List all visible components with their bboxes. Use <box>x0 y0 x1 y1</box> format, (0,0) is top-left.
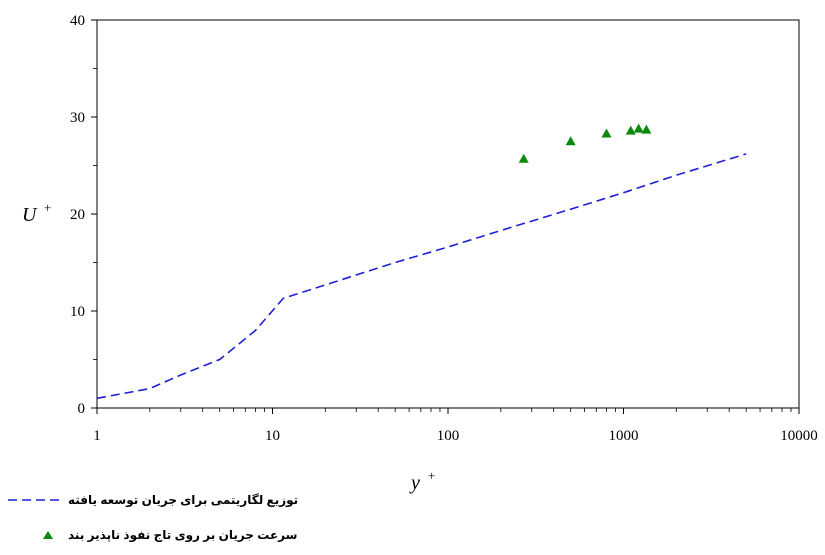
x-tick-label: 100 <box>437 428 460 444</box>
y-tick-label: 10 <box>70 304 85 320</box>
series-crest-velocity-point <box>565 136 576 146</box>
legend-label-crest-velocity: سرعت جریان بر روی تاج نفوذ ناپذیر بند <box>68 528 298 542</box>
legend-label-log-profile: توزیع لگاریتمی برای جریان توسعه یافته <box>68 493 299 507</box>
series-crest-velocity-point <box>518 153 529 163</box>
series-crest-velocity-point <box>601 128 612 138</box>
series-crest-velocity-point <box>633 123 644 133</box>
legend-triangle-icon <box>43 531 53 539</box>
series-log-profile-line <box>96 153 747 400</box>
x-minor-ticks <box>149 408 792 412</box>
x-axis: 1 10 100 1000 10000 <box>93 408 818 444</box>
x-axis-title-sup: + <box>428 468 435 483</box>
legend-item-log-profile: توزیع لگاریتمی برای جریان توسعه یافته <box>6 493 298 507</box>
legend-dashed-line-icon <box>8 499 60 501</box>
y-tick-label: 40 <box>70 13 85 29</box>
y-tick-label: 30 <box>70 110 85 126</box>
x-tick-label: 10000 <box>780 428 818 444</box>
y-tick-label: 20 <box>70 207 85 223</box>
y-tick-label: 0 <box>78 401 86 417</box>
y-axis-title: U <box>22 204 38 226</box>
legend-item-crest-velocity: سرعت جریان بر روی تاج نفوذ ناپذیر بند <box>6 528 297 542</box>
plot-area <box>96 19 800 409</box>
series-crest-velocity-point <box>625 125 636 135</box>
x-tick-label: 10 <box>265 428 280 444</box>
series-crest-velocity-point <box>641 124 652 134</box>
y-axis: 0 10 20 30 40 <box>70 13 97 417</box>
y-axis-title-sup: + <box>44 200 51 215</box>
x-axis-title: y <box>409 472 420 494</box>
series-layer <box>96 123 747 400</box>
x-tick-label: 1 <box>93 428 101 444</box>
x-tick-label: 1000 <box>609 428 639 444</box>
